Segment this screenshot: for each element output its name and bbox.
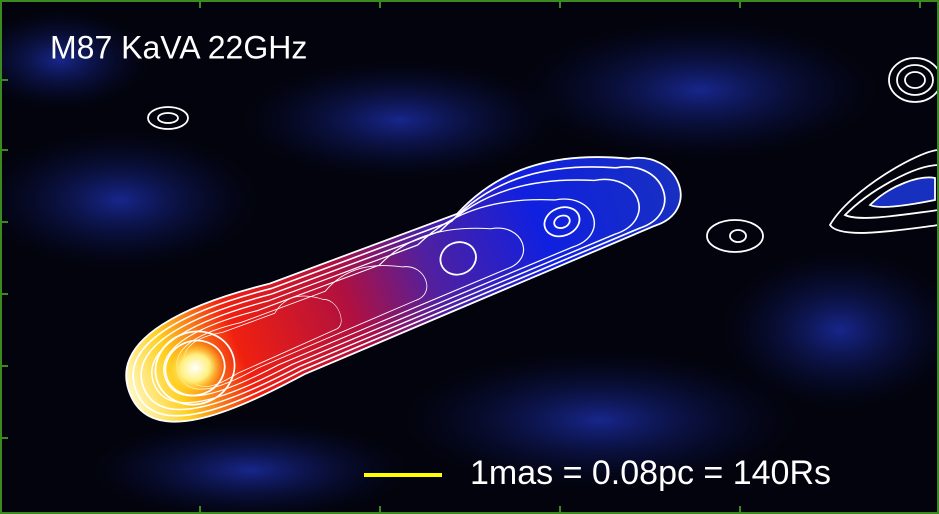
title: M87 KaVA 22GHz [50, 29, 307, 65]
radio-image: M87 KaVA 22GHz 1mas = 0.08pc = 140Rs [0, 0, 939, 514]
scale-label: 1mas = 0.08pc = 140Rs [470, 454, 831, 492]
page: M87 KaVA 22GHz 1mas = 0.08pc = 140Rs (()… [0, 0, 939, 514]
